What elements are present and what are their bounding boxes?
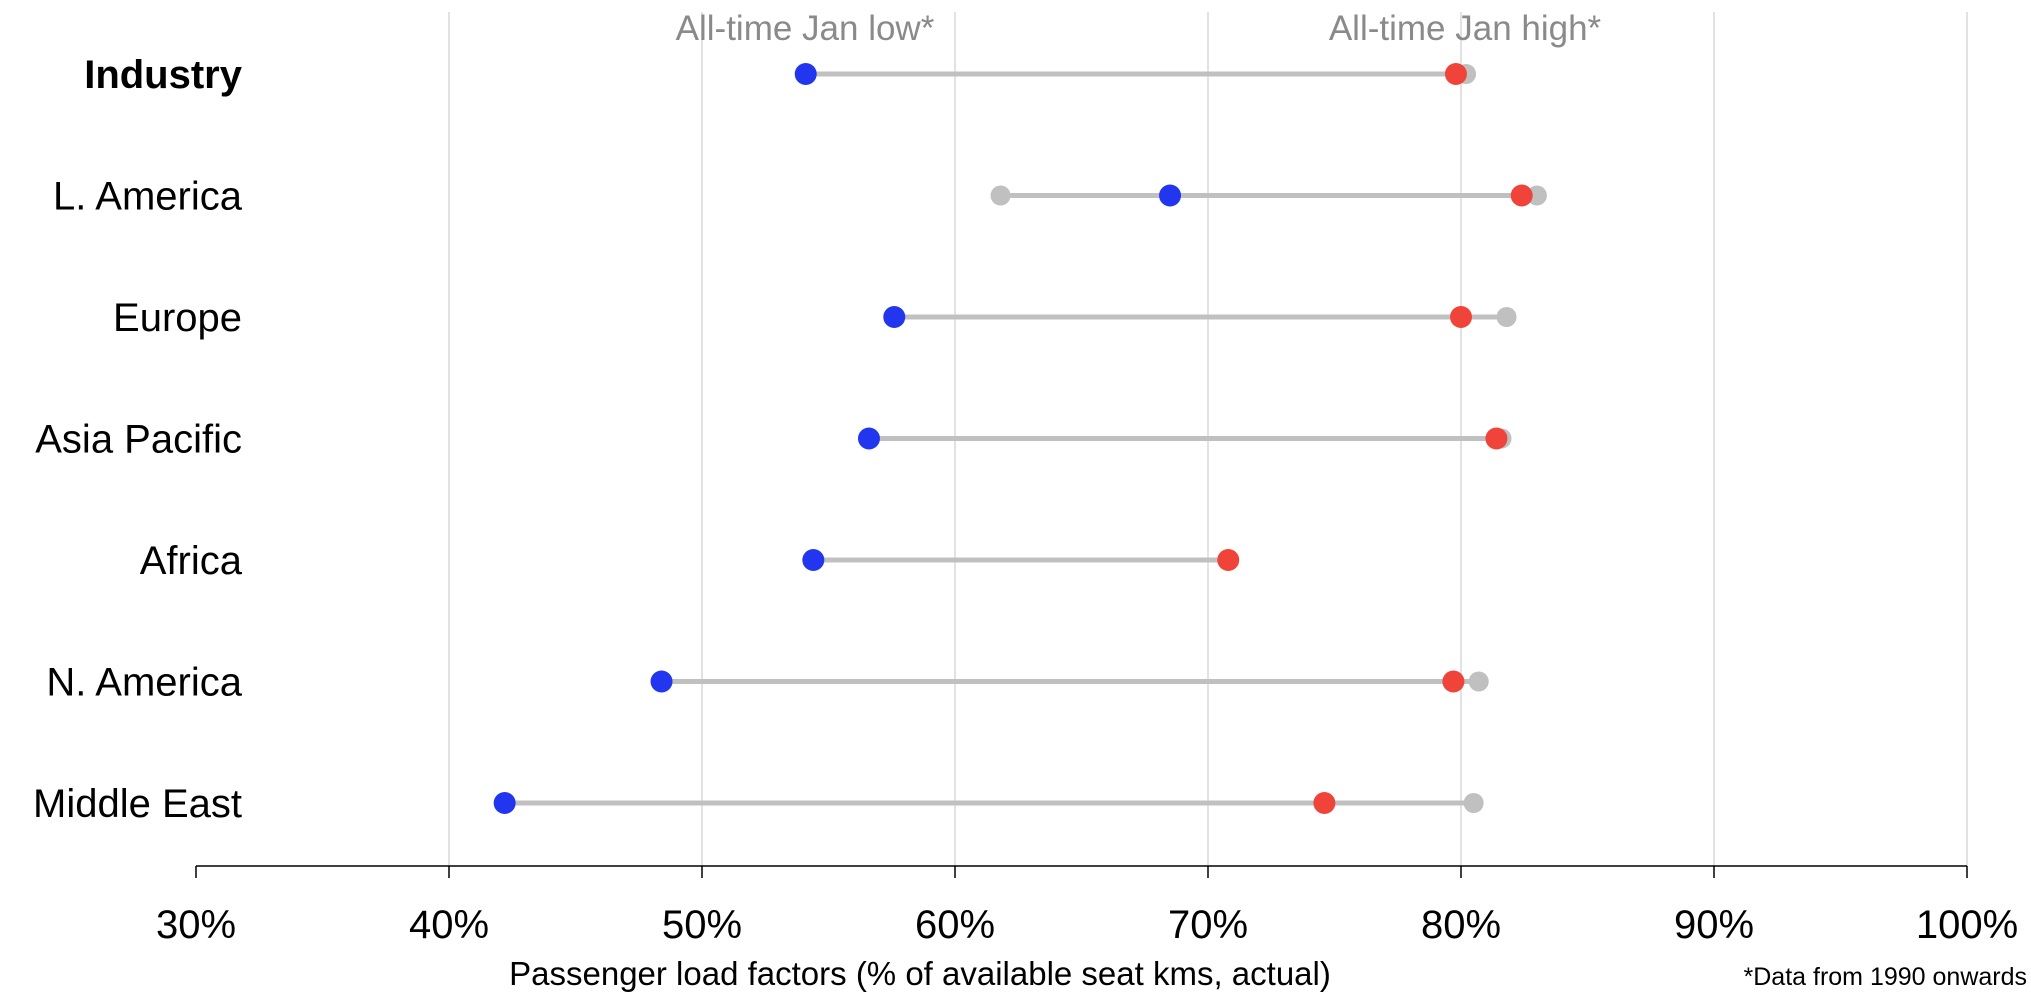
point-blue [802, 549, 825, 571]
x-axis: 30% 40% 50% 60% 70% 80% 90% 100% [156, 865, 2018, 947]
point-blue [857, 427, 880, 450]
point-red [1444, 63, 1467, 85]
range-lines [504, 71, 1537, 806]
x-axis-title: Passenger load factors (% of available s… [509, 955, 1331, 992]
category-label: Asia Pacific [35, 418, 242, 462]
point-grey [1463, 793, 1484, 813]
annotation-low: All-time Jan low* [676, 9, 935, 48]
point-red [1485, 427, 1508, 450]
x-tick-label: 30% [156, 903, 236, 947]
point-blue [794, 63, 817, 85]
category-label: Africa [140, 539, 243, 583]
point-red [1442, 670, 1465, 693]
x-tick-label: 60% [915, 903, 995, 947]
x-tick-label: 100% [1916, 903, 2018, 947]
x-tick-label: 80% [1421, 903, 1501, 947]
point-red [1510, 184, 1533, 207]
category-label: L. America [53, 175, 243, 219]
x-tick-label: 90% [1674, 903, 1754, 947]
point-grey [1468, 671, 1489, 692]
point-blue [650, 670, 673, 693]
category-label: Europe [113, 296, 242, 340]
point-grey [990, 185, 1011, 206]
point-grey [1496, 307, 1517, 327]
point-grey [1526, 185, 1547, 206]
annotation-high: All-time Jan high* [1329, 9, 1602, 48]
x-tick-label: 40% [409, 903, 489, 947]
point-blue [1159, 184, 1182, 207]
category-label: Middle East [33, 782, 242, 826]
point-blue [883, 306, 906, 328]
point-blue [493, 792, 516, 814]
x-tick-label: 70% [1168, 903, 1248, 947]
x-tick-label: 50% [662, 903, 742, 947]
point-red [1217, 549, 1240, 571]
point-red [1313, 792, 1336, 814]
category-labels: Industry L. America Europe Asia Pacific Afri… [33, 53, 243, 826]
footnote: *Data from 1990 onwards [1744, 963, 2027, 991]
category-label: Industry [84, 53, 243, 97]
markers [493, 63, 1547, 814]
category-label: N. America [46, 661, 242, 705]
point-red [1450, 306, 1472, 328]
